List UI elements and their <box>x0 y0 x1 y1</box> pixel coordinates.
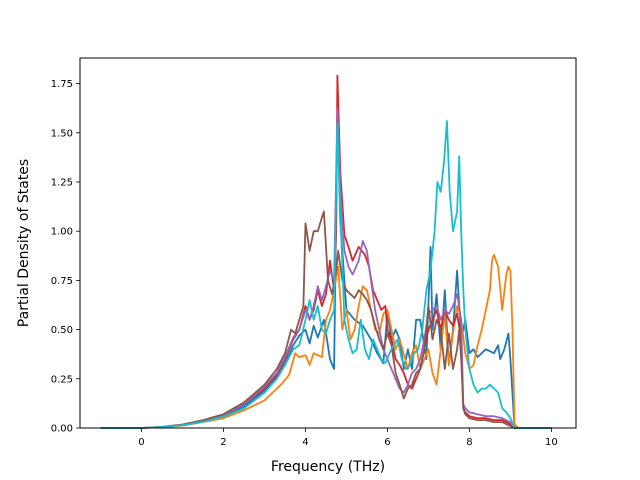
y-axis-label: Partial Density of States <box>16 159 32 327</box>
x-tick-label: 0 <box>138 437 144 448</box>
series-layer <box>100 74 552 429</box>
series-line-4 <box>100 108 552 429</box>
series-line-5 <box>100 210 552 429</box>
x-tick-label: 6 <box>384 437 390 448</box>
x-axis-ticks: 0 2 4 6 8 10 <box>138 428 558 448</box>
y-tick-label: 0.75 <box>51 276 73 287</box>
y-tick-label: 0.25 <box>51 374 73 385</box>
y-axis-ticks: 0.00 0.25 0.50 0.75 1.00 1.25 1.50 1.75 <box>51 79 80 435</box>
y-tick-label: 1.25 <box>51 177 73 188</box>
y-tick-label: 1.75 <box>51 79 73 90</box>
x-tick-label: 2 <box>220 437 226 448</box>
series-line-3 <box>100 74 552 429</box>
series-line-2 <box>100 253 552 429</box>
y-tick-label: 1.00 <box>51 227 73 238</box>
x-axis-label: Frequency (THz) <box>271 459 385 475</box>
plot-background <box>80 58 576 428</box>
x-tick-label: 8 <box>466 437 472 448</box>
series-line-6 <box>100 120 552 429</box>
y-tick-label: 0.50 <box>51 325 73 336</box>
plot-frame <box>79 57 577 429</box>
y-tick-label: 0.00 <box>51 424 73 435</box>
y-tick-label: 1.50 <box>51 128 73 139</box>
x-tick-label: 4 <box>302 437 308 448</box>
x-tick-label: 10 <box>545 437 558 448</box>
